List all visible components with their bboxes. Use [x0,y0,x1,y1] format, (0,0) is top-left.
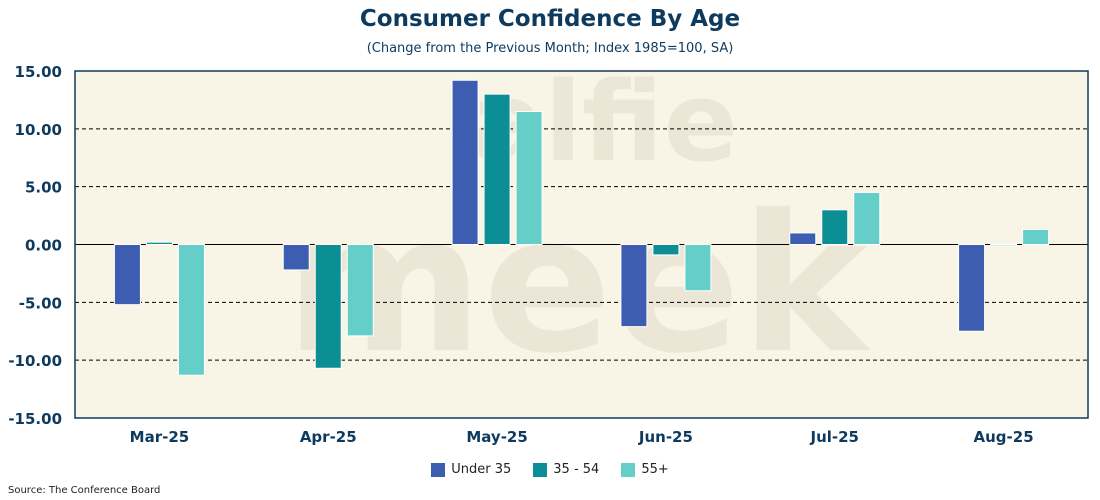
legend-item-35-54[interactable]: 35 - 54 [533,462,599,477]
y-tick-label: -10.00 [8,352,62,370]
bar-55--jun-25 [684,244,712,292]
y-tick-label: -15.00 [8,410,62,428]
legend-label: 55+ [641,462,669,477]
bar-35-54-aug-25 [990,244,1018,247]
legend-label: Under 35 [451,462,512,477]
bar-under-35-mar-25 [113,244,141,306]
bar-under-35-aug-25 [958,244,986,332]
legend-item-under-35[interactable]: Under 35 [431,462,511,477]
x-tick-label: Jul-25 [809,428,859,446]
legend-swatch [533,462,548,477]
bar-35-54-jul-25 [821,209,849,246]
x-tick-label: Aug-25 [974,428,1034,446]
bar-55--may-25 [515,110,543,245]
legend-swatch [621,462,636,477]
y-tick-label: 10.00 [15,121,62,139]
bar-under-35-jul-25 [789,232,817,246]
bar-55--apr-25 [346,244,374,337]
watermark-bottom: meek [285,174,871,395]
x-tick-label: Apr-25 [300,428,357,446]
bar-55--jul-25 [853,191,881,245]
watermark-top: alfie [470,58,738,186]
source-note: Source: The Conference Board [8,485,161,496]
legend-label: 35 - 54 [553,462,600,477]
y-tick-label: 0.00 [25,237,62,255]
bar-under-35-may-25 [451,79,479,246]
bar-under-35-jun-25 [620,244,648,328]
y-tick-label: -5.00 [19,294,62,312]
x-tick-label: Jun-25 [638,428,693,446]
x-tick-label: Mar-25 [130,428,190,446]
bar-35-54-mar-25 [145,241,173,245]
bar-35-54-may-25 [483,93,511,245]
bar-55--aug-25 [1022,228,1050,245]
bar-55--mar-25 [177,244,205,376]
chart-subtitle: (Change from the Previous Month; Index 1… [366,41,734,56]
legend: Under 35 35 - 54 55+ [0,462,1100,477]
y-tick-label: 5.00 [25,179,62,197]
bar-35-54-apr-25 [314,244,342,369]
bar-under-35-apr-25 [282,244,310,271]
plot-border [74,70,1089,419]
x-tick-label: May-25 [466,428,527,446]
legend-swatch [431,462,446,477]
y-tick-label: 15.00 [15,63,62,81]
legend-item-55-plus[interactable]: 55+ [621,462,669,477]
chart-title: Consumer Confidence By Age [359,6,741,32]
bar-35-54-jun-25 [652,244,680,256]
